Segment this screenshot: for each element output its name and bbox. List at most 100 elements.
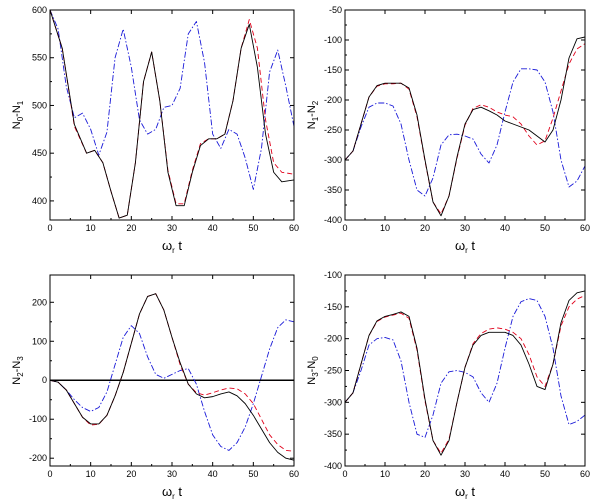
y-axis-title-mid: -N (306, 105, 318, 117)
x-axis-title-tail: t (175, 484, 183, 499)
y-axis-title-mid: -N (11, 105, 23, 117)
x-tick-label: 30 (460, 223, 470, 233)
y-tick-label: -350 (324, 185, 342, 195)
x-axis-title-sub: r (465, 246, 468, 255)
x-tick-label: 40 (208, 469, 218, 479)
y-axis-title: N2-N3 (11, 356, 25, 385)
plot-frame (344, 9, 586, 221)
x-tick-label: 10 (380, 223, 390, 233)
x-tick-label: 10 (86, 469, 96, 479)
series-line-1 (345, 290, 585, 456)
chart-panel-3: 0 10 20 30 40 50 60 -200 -100 0 100 200 ωr t N2-N3 (11, 274, 299, 499)
y-axis-title-sub1: 3 (311, 372, 320, 377)
x-tick-label: 10 (86, 223, 96, 233)
x-axis-title: ωr t (162, 484, 182, 499)
y-tick-label: 450 (32, 148, 47, 158)
y-axis-title-base: N (306, 121, 318, 129)
y-tick-label: 500 (32, 100, 47, 110)
y-tick-label: -250 (324, 366, 342, 376)
x-tick-label: 20 (126, 469, 136, 479)
x-tick-label: 40 (500, 469, 510, 479)
x-tick-label: 0 (342, 223, 347, 233)
y-axis-title-mid: -N (11, 361, 23, 373)
x-tick-label: 0 (47, 223, 52, 233)
y-axis-title-sub2: 3 (16, 356, 25, 361)
x-axis-title: ωr t (455, 484, 475, 499)
y-axis-title-sub2: 1 (16, 100, 25, 105)
x-axis-title-sub: r (172, 246, 175, 255)
x-tick-label: 60 (289, 469, 299, 479)
x-tick-label: 60 (580, 223, 590, 233)
x-tick-label: 30 (167, 469, 177, 479)
y-axis-title: N1-N2 (306, 100, 320, 129)
x-axis-title-tail: t (468, 238, 476, 253)
y-tick-label: -50 (329, 5, 342, 15)
series-line-2 (50, 293, 294, 452)
x-tick-label: 0 (47, 469, 52, 479)
y-tick-label: 600 (32, 5, 47, 15)
y-tick-label: 0 (42, 375, 47, 385)
series-line-3 (50, 319, 294, 451)
series-line-2 (50, 10, 294, 219)
y-axis-title-mid: -N (306, 361, 318, 373)
x-tick-label: 40 (208, 223, 218, 233)
y-axis-title-sub2: 0 (311, 356, 320, 361)
x-tick-label: 60 (289, 223, 299, 233)
x-tick-label: 20 (420, 223, 430, 233)
y-axis-title: N0-N1 (11, 100, 25, 129)
series-line-1 (50, 293, 294, 461)
x-tick-label: 50 (540, 223, 550, 233)
series-line-3 (50, 10, 294, 190)
y-tick-label: -150 (324, 65, 342, 75)
x-tick-label: 20 (420, 469, 430, 479)
x-tick-label: 50 (248, 223, 258, 233)
y-tick-label: -150 (324, 302, 342, 312)
x-axis-title-tail: t (175, 238, 183, 253)
x-tick-label: 50 (248, 469, 258, 479)
x-axis-title-base: ω (162, 238, 172, 253)
y-tick-label: -100 (324, 270, 342, 280)
y-axis-title-sub2: 2 (311, 100, 320, 105)
x-tick-label: 40 (500, 223, 510, 233)
x-axis-title: ωr t (162, 238, 182, 255)
series-line-3 (345, 68, 585, 197)
series-line-2 (345, 43, 585, 215)
x-tick-label: 10 (380, 469, 390, 479)
y-tick-label: -400 (324, 461, 342, 471)
y-tick-label: 400 (32, 196, 47, 206)
y-tick-label: 550 (32, 53, 47, 63)
x-tick-label: 20 (126, 223, 136, 233)
plot-frame (49, 274, 295, 467)
y-axis-title-sub1: 1 (311, 116, 320, 121)
x-axis-title-base: ω (455, 484, 465, 499)
x-axis-title-base: ω (162, 484, 172, 499)
y-tick-label: 200 (32, 297, 47, 307)
y-axis-title-base: N (11, 121, 23, 129)
series-line-1 (50, 10, 294, 219)
x-axis-title-sub: r (172, 492, 175, 499)
plot-frame (344, 274, 586, 467)
y-axis-title: N3-N0 (306, 356, 320, 385)
y-tick-label: -100 (29, 414, 47, 424)
x-tick-label: 0 (342, 469, 347, 479)
x-tick-label: 30 (167, 223, 177, 233)
y-tick-label: -300 (324, 397, 342, 407)
y-tick-label: 100 (32, 336, 47, 346)
y-tick-label: -250 (324, 125, 342, 135)
chart-panel-2: 0 10 20 30 40 50 60 -400 -350 -300 -250 -200 -150 -10… (306, 5, 590, 255)
x-axis-title: ωr t (455, 238, 475, 255)
chart-panel-4: 0 10 20 30 40 50 60-400-350-300-250-200-150-10… (306, 270, 590, 499)
y-tick-label: -200 (324, 334, 342, 344)
series-line-1 (345, 36, 585, 217)
x-axis-title-base: ω (455, 238, 465, 253)
y-tick-label: -200 (324, 95, 342, 105)
y-axis-title-sub1: 0 (16, 116, 25, 121)
y-tick-label: -400 (324, 215, 342, 225)
x-tick-label: 50 (540, 469, 550, 479)
y-axis-title-base: N (11, 377, 23, 385)
y-tick-label: -100 (324, 35, 342, 45)
y-tick-label: -300 (324, 155, 342, 165)
